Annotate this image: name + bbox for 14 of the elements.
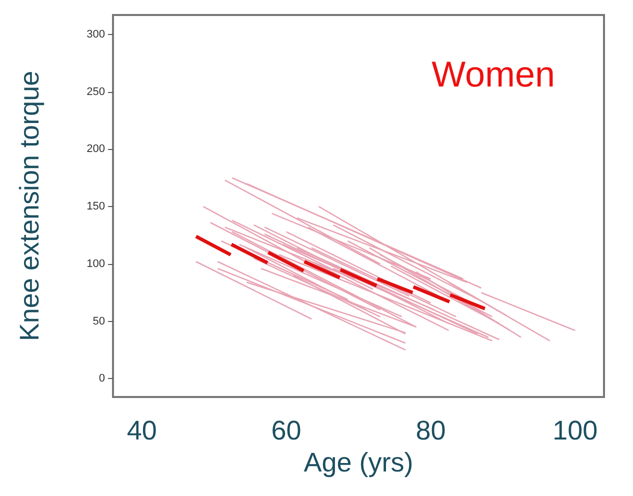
y-tick-label: 300	[86, 28, 105, 40]
y-tick-label: 50	[92, 315, 105, 328]
x-tick-label: 40	[126, 416, 157, 446]
y-tick-label: 250	[86, 86, 105, 98]
y-tick-label: 0	[98, 372, 105, 385]
annotation: Women	[432, 54, 556, 94]
y-axis-title: Knee extension torque	[14, 70, 44, 342]
x-tick-label: 60	[271, 416, 302, 446]
y-tick-label: 100	[86, 258, 105, 270]
x-tick-label: 80	[416, 416, 446, 446]
x-axis-title: Age (yrs)	[304, 448, 414, 478]
y-tick-label: 150	[86, 200, 105, 213]
y-tick-label: 200	[86, 143, 105, 156]
x-tick-label: 100	[552, 416, 598, 446]
